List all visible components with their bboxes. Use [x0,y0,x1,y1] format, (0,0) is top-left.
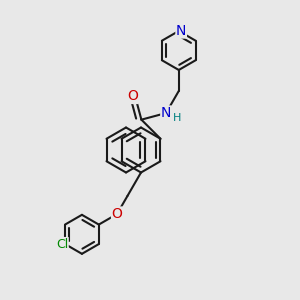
Text: Cl: Cl [56,238,68,250]
Text: N: N [176,24,186,38]
Text: O: O [112,207,122,221]
Text: H: H [173,112,182,123]
Text: O: O [127,89,138,103]
Text: N: N [161,106,171,120]
